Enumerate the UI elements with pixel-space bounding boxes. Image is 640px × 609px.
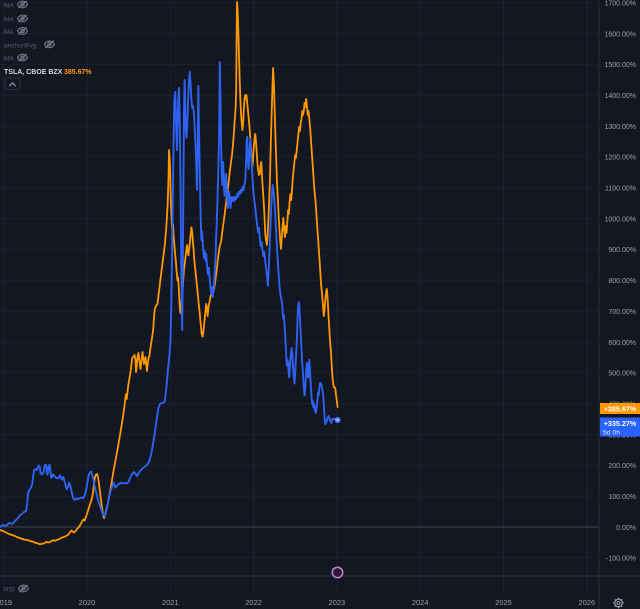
svg-text:1700.00%: 1700.00% <box>604 1 636 8</box>
svg-text:1300.00%: 1300.00% <box>604 124 636 131</box>
svg-text:600.00%: 600.00% <box>608 340 636 347</box>
svg-text:385.67%: 385.67% <box>64 69 92 76</box>
svg-text:MA: MA <box>4 2 14 9</box>
svg-text:TSLA, CBOE BZX: TSLA, CBOE BZX <box>4 69 63 76</box>
svg-text:2019: 2019 <box>0 598 12 607</box>
svg-text:700.00%: 700.00% <box>608 309 636 316</box>
svg-text:+385.67%: +385.67% <box>604 404 637 413</box>
svg-text:2020: 2020 <box>79 598 96 607</box>
svg-text:800.00%: 800.00% <box>608 278 636 285</box>
svg-text:2021: 2021 <box>162 598 179 607</box>
svg-text:1200.00%: 1200.00% <box>604 155 636 162</box>
svg-text:MA: MA <box>4 29 14 36</box>
svg-text:1400.00%: 1400.00% <box>604 93 636 100</box>
svg-text:2024: 2024 <box>412 598 429 607</box>
svg-text:1000.00%: 1000.00% <box>604 216 636 223</box>
svg-text:900.00%: 900.00% <box>608 247 636 254</box>
svg-text:1100.00%: 1100.00% <box>605 186 636 193</box>
svg-text:2025: 2025 <box>495 598 512 607</box>
svg-text:200.00%: 200.00% <box>608 463 636 470</box>
svg-text:RSI: RSI <box>4 587 15 594</box>
svg-text:+335.27%: +335.27% <box>604 419 637 428</box>
svg-text:MA: MA <box>4 16 14 23</box>
svg-text:500.00%: 500.00% <box>608 371 636 378</box>
svg-text:0.00%: 0.00% <box>616 525 636 532</box>
svg-text:100.00%: 100.00% <box>608 494 636 501</box>
svg-text:1600.00%: 1600.00% <box>604 31 636 38</box>
svg-text:2022: 2022 <box>245 598 262 607</box>
svg-text:anchor/Fvg: anchor/Fvg <box>4 42 37 49</box>
svg-text:2023: 2023 <box>329 598 346 607</box>
svg-text:2026: 2026 <box>578 598 595 607</box>
svg-text:-100.00%: -100.00% <box>606 556 636 563</box>
svg-text:5d 0h: 5d 0h <box>603 429 620 436</box>
svg-text:MA: MA <box>4 56 14 63</box>
svg-text:1500.00%: 1500.00% <box>604 62 636 69</box>
